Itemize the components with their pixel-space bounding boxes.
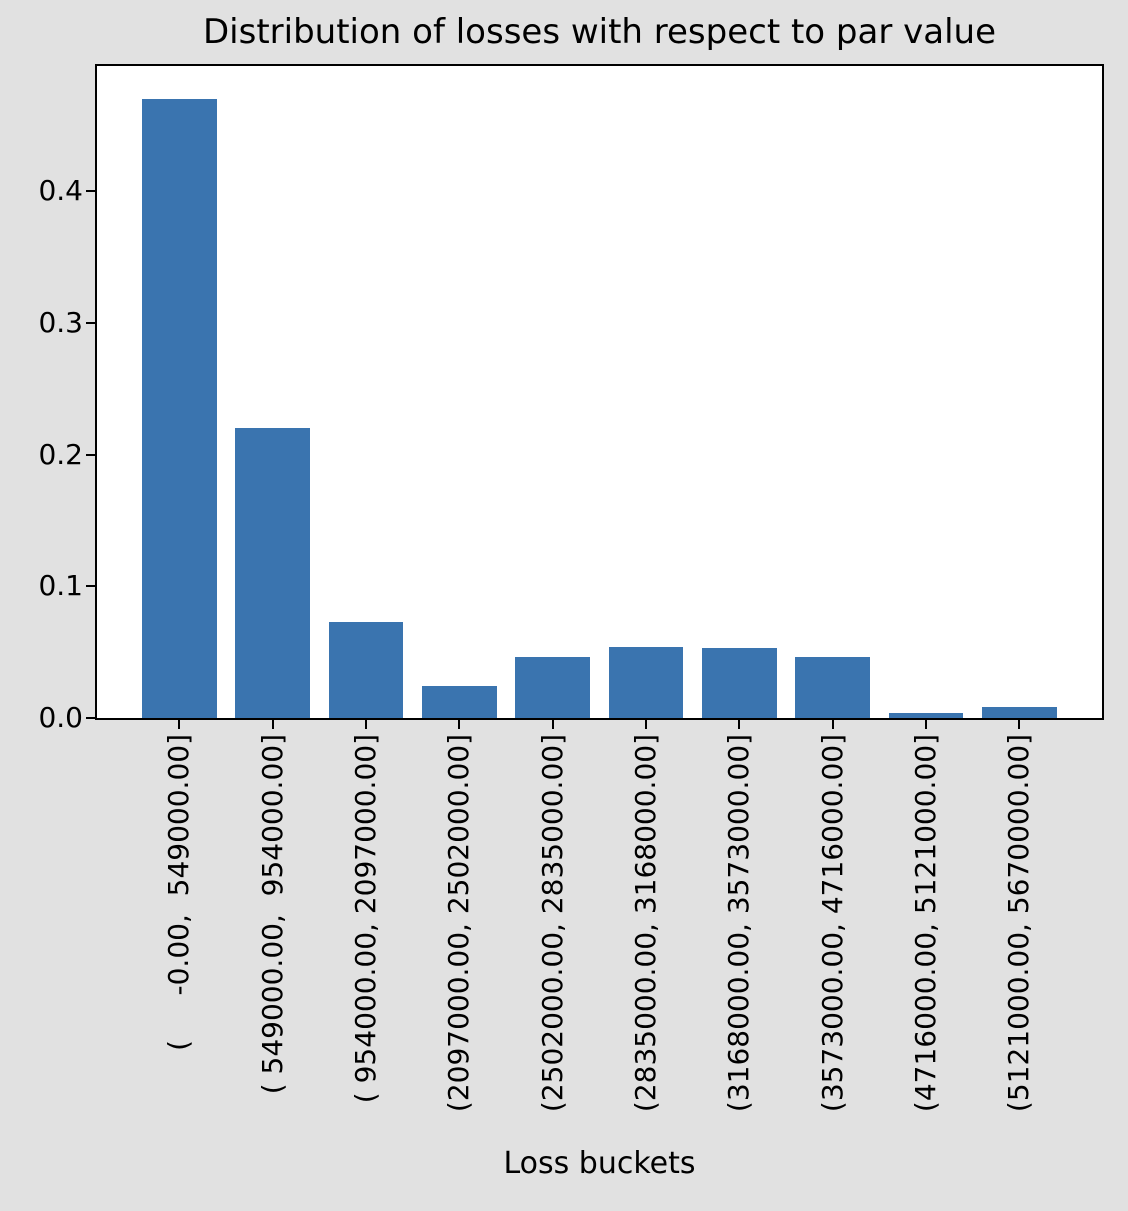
bar [141, 98, 217, 718]
x-tick-label: (3573000.00, 4716000.00] [815, 734, 849, 1113]
x-tick-mark [925, 720, 928, 729]
x-tick-mark [1018, 720, 1021, 729]
bar [608, 646, 684, 718]
x-tick-label: ( 549000.00, 954000.00] [255, 734, 289, 1095]
x-tick-label: (5121000.00, 5670000.00] [1002, 734, 1036, 1113]
x-tick-mark [178, 720, 181, 729]
y-tick-label: 0.3 [38, 305, 83, 339]
x-tick-mark [738, 720, 741, 729]
y-tick-mark [86, 453, 95, 456]
bar [235, 428, 310, 718]
x-tick-label: (2835000.00, 3168000.00] [629, 734, 663, 1113]
x-tick-label: ( -0.00, 549000.00] [162, 734, 196, 1051]
x-axis-label: Loss buckets [503, 1146, 696, 1181]
bar [982, 707, 1057, 718]
x-tick-label: (4716000.00, 5121000.00] [909, 734, 943, 1113]
chart-title: Distribution of losses with respect to p… [202, 12, 996, 52]
bar [422, 686, 497, 718]
x-tick-label: (2502000.00, 2835000.00] [535, 734, 569, 1113]
x-tick-label: (3168000.00, 3573000.00] [722, 734, 756, 1113]
y-tick-mark [86, 717, 95, 719]
y-tick-mark [86, 585, 95, 588]
x-tick-label: (2097000.00, 2502000.00] [442, 734, 476, 1113]
x-tick-mark [458, 720, 461, 729]
y-tick-mark [86, 190, 95, 193]
x-tick-mark [271, 720, 274, 729]
x-tick-mark [365, 720, 367, 729]
x-tick-mark [551, 720, 554, 729]
x-tick-mark [645, 720, 648, 729]
bar [328, 621, 404, 718]
y-tick-label: 0.2 [38, 437, 83, 471]
y-tick-label: 0.4 [38, 174, 83, 208]
bar [888, 712, 964, 718]
bar [795, 657, 871, 718]
y-tick-label: 0.1 [38, 569, 83, 603]
bar [515, 657, 591, 718]
y-tick-mark [86, 321, 95, 324]
x-tick-label: ( 954000.00, 2097000.00] [349, 734, 382, 1104]
y-tick-label: 0.0 [38, 701, 83, 734]
x-tick-mark [831, 720, 834, 729]
bar [702, 648, 777, 718]
